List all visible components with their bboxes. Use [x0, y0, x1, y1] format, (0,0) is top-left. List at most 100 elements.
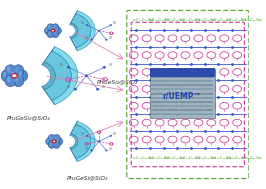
Circle shape: [86, 24, 88, 26]
Text: $\equiv$Si$\!-\!$O$\!-\!$Si$\equiv$: $\equiv$Si$\!-\!$O$\!-\!$Si$\equiv$: [179, 154, 202, 161]
Text: $\equiv$Si$\!-\!$O$\!-\!$Si$\equiv$: $\equiv$Si$\!-\!$O$\!-\!$Si$\equiv$: [163, 154, 187, 161]
Ellipse shape: [47, 24, 54, 31]
Text: $\equiv$Si$\!-\!$O$\!-\!$Si$\equiv$: $\equiv$Si$\!-\!$O$\!-\!$Si$\equiv$: [148, 16, 171, 23]
Text: OH: OH: [113, 21, 117, 25]
Ellipse shape: [3, 71, 6, 77]
Circle shape: [90, 150, 92, 151]
Ellipse shape: [13, 65, 24, 77]
Ellipse shape: [56, 28, 58, 32]
Circle shape: [52, 140, 56, 143]
Polygon shape: [71, 14, 91, 48]
Bar: [151, 101, 213, 103]
Text: OH: OH: [60, 63, 64, 67]
Circle shape: [74, 88, 77, 90]
Text: $\equiv$Si$\!-\!$O$\!-\!$Si$\equiv$: $\equiv$Si$\!-\!$O$\!-\!$Si$\equiv$: [225, 16, 248, 23]
Text: $\equiv$Si$\!-\!$O$\!-\!$Si$\equiv$: $\equiv$Si$\!-\!$O$\!-\!$Si$\equiv$: [225, 154, 248, 161]
Bar: [151, 93, 213, 94]
Polygon shape: [44, 51, 71, 100]
Ellipse shape: [15, 76, 18, 83]
Ellipse shape: [53, 134, 60, 142]
Circle shape: [67, 66, 70, 68]
Text: $\equiv$Si$\!-\!$O$\!-\!$Si$\equiv$: $\equiv$Si$\!-\!$O$\!-\!$Si$\equiv$: [194, 154, 218, 161]
Ellipse shape: [11, 71, 14, 77]
Ellipse shape: [1, 70, 12, 82]
Circle shape: [96, 88, 99, 90]
Text: r/UEMP™: r/UEMP™: [163, 91, 202, 101]
Text: OH: OH: [102, 85, 106, 89]
Text: OH: OH: [85, 36, 89, 40]
Text: $\equiv$Si$\!-\!$O$\!-\!$Si$\equiv$: $\equiv$Si$\!-\!$O$\!-\!$Si$\equiv$: [210, 16, 233, 23]
Ellipse shape: [51, 138, 58, 145]
Bar: [151, 84, 213, 86]
Bar: [151, 97, 213, 99]
Text: OH: OH: [109, 63, 113, 67]
Text: OH: OH: [113, 132, 117, 136]
Ellipse shape: [48, 134, 55, 142]
Circle shape: [103, 66, 106, 68]
Circle shape: [11, 74, 17, 78]
Ellipse shape: [5, 75, 16, 87]
Ellipse shape: [16, 70, 28, 82]
Bar: [151, 109, 213, 111]
Ellipse shape: [13, 75, 24, 87]
Text: OH: OH: [85, 147, 89, 151]
Ellipse shape: [46, 28, 48, 32]
Text: OH: OH: [109, 147, 113, 151]
Ellipse shape: [48, 141, 55, 148]
Ellipse shape: [9, 70, 20, 82]
Ellipse shape: [56, 138, 63, 145]
Ellipse shape: [57, 139, 59, 143]
Text: $\equiv$Si$\!-\!$O$\!-\!$Si$\equiv$: $\equiv$Si$\!-\!$O$\!-\!$Si$\equiv$: [240, 154, 264, 161]
Ellipse shape: [7, 76, 10, 83]
Text: $\equiv$Si$\!-\!$O$\!-\!$Si$\equiv$: $\equiv$Si$\!-\!$O$\!-\!$Si$\equiv$: [132, 16, 156, 23]
Circle shape: [110, 24, 112, 26]
Ellipse shape: [54, 27, 61, 34]
Text: PhGeSi₂@SiO₂: PhGeSi₂@SiO₂: [97, 80, 138, 85]
Circle shape: [85, 75, 88, 77]
Circle shape: [86, 135, 88, 136]
Polygon shape: [52, 47, 78, 105]
Ellipse shape: [48, 31, 50, 35]
Bar: [151, 72, 213, 74]
Circle shape: [90, 39, 92, 40]
Ellipse shape: [47, 139, 49, 143]
Polygon shape: [71, 124, 91, 158]
Ellipse shape: [53, 31, 55, 35]
Circle shape: [105, 150, 107, 151]
Text: $\equiv$Si$\!-\!$O$\!-\!$Si$\equiv$: $\equiv$Si$\!-\!$O$\!-\!$Si$\equiv$: [210, 154, 233, 161]
Text: $\equiv$Si$\!-\!$O$\!-\!$Si$\equiv$: $\equiv$Si$\!-\!$O$\!-\!$Si$\equiv$: [132, 154, 156, 161]
Ellipse shape: [5, 65, 16, 77]
Bar: [151, 88, 213, 90]
Circle shape: [105, 39, 107, 40]
Ellipse shape: [47, 30, 54, 38]
Text: Ph₂GeSi₂@SiO₂: Ph₂GeSi₂@SiO₂: [7, 115, 51, 120]
Bar: [150, 68, 215, 77]
Ellipse shape: [49, 135, 52, 139]
Ellipse shape: [55, 135, 56, 139]
Bar: [151, 76, 213, 78]
Circle shape: [98, 30, 100, 31]
Text: $\equiv$Si$\!-\!$O$\!-\!$Si$\equiv$: $\equiv$Si$\!-\!$O$\!-\!$Si$\equiv$: [179, 16, 202, 23]
Polygon shape: [70, 23, 78, 39]
Ellipse shape: [52, 139, 54, 143]
Polygon shape: [42, 62, 55, 90]
Ellipse shape: [49, 142, 52, 146]
Ellipse shape: [44, 27, 52, 34]
Ellipse shape: [48, 25, 50, 29]
Text: Ph₃GeSi@SiO₂: Ph₃GeSi@SiO₂: [66, 176, 108, 180]
Text: OH: OH: [109, 36, 113, 40]
Circle shape: [110, 135, 112, 136]
Bar: [151, 113, 213, 115]
Ellipse shape: [53, 141, 60, 148]
Text: $\equiv$Si$\!-\!$O$\!-\!$Si$\equiv$: $\equiv$Si$\!-\!$O$\!-\!$Si$\equiv$: [240, 16, 264, 23]
Polygon shape: [76, 11, 95, 51]
Ellipse shape: [7, 66, 10, 72]
Circle shape: [51, 29, 55, 32]
Ellipse shape: [53, 25, 55, 29]
Text: OH: OH: [81, 132, 85, 136]
Text: $\equiv$Si$\!-\!$O$\!-\!$Si$\equiv$: $\equiv$Si$\!-\!$O$\!-\!$Si$\equiv$: [148, 154, 171, 161]
Polygon shape: [76, 121, 95, 161]
Ellipse shape: [52, 30, 59, 38]
Bar: [151, 80, 213, 82]
Text: OH: OH: [81, 21, 85, 25]
